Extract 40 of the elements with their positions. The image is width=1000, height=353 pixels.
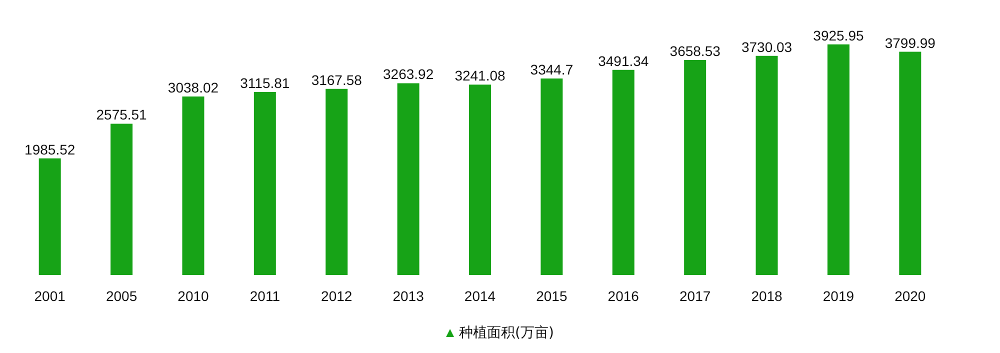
x-tick-label: 2001 — [34, 288, 66, 304]
data-label: 3491.34 — [598, 52, 649, 69]
bar — [827, 44, 850, 275]
x-tick-label: 2016 — [608, 288, 640, 304]
data-label: 3925.95 — [813, 27, 864, 44]
data-label: 3038.02 — [168, 80, 219, 96]
bar — [110, 124, 133, 275]
bar — [684, 60, 706, 275]
x-tick-label: 2017 — [680, 288, 711, 304]
bar — [38, 158, 61, 275]
data-label: 1985.52 — [24, 141, 76, 158]
x-tick-label: 2018 — [751, 288, 783, 304]
bar — [899, 52, 922, 275]
bar — [469, 84, 491, 275]
data-label: 3799.99 — [884, 34, 936, 51]
x-tick-label: 2012 — [321, 288, 352, 304]
bar — [182, 96, 204, 275]
bar — [254, 92, 276, 275]
bar — [540, 78, 563, 275]
data-label: 3167.58 — [311, 72, 362, 88]
data-label: 2575.51 — [96, 106, 148, 123]
data-label: 3263.92 — [383, 66, 434, 82]
x-tick-label: 2013 — [392, 288, 424, 304]
bar — [612, 70, 634, 275]
data-label: 3730.03 — [741, 38, 792, 55]
x-tick-label: 2010 — [178, 288, 210, 304]
x-tick-label: 2005 — [106, 288, 138, 304]
x-tick-label: 2011 — [250, 288, 280, 304]
data-label: 3115.81 — [240, 74, 290, 91]
data-label: 3241.08 — [454, 68, 506, 84]
bar — [756, 56, 778, 275]
x-tick-label: 2019 — [822, 288, 854, 304]
data-label: 3658.53 — [670, 43, 721, 60]
bar — [326, 88, 348, 275]
legend-label: 种植面积(万亩) — [459, 325, 554, 341]
x-tick-label: 2014 — [464, 288, 496, 304]
x-tick-label: 2015 — [536, 288, 568, 304]
x-tick-label: 2020 — [894, 288, 926, 304]
bar — [397, 83, 420, 275]
data-label: 3344.7 — [530, 62, 574, 78]
